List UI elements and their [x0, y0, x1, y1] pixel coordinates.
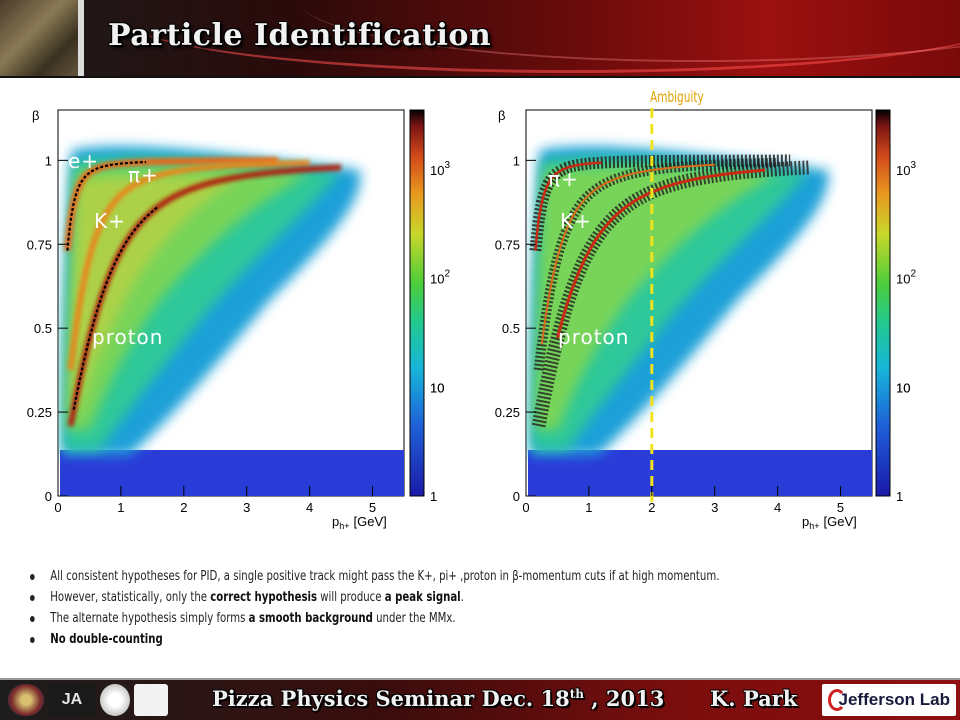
- bullet-item: However, statistically, only the correct…: [30, 587, 740, 608]
- y-axis-title: β: [32, 108, 39, 123]
- university-seal-logo: [100, 684, 130, 716]
- label-proton: proton: [92, 325, 163, 349]
- ambiguity-label: Ambiguity: [650, 88, 704, 106]
- ja-logo: JA: [48, 684, 96, 716]
- crest-logo: [134, 684, 168, 716]
- colorbar-tick-label: 102: [430, 269, 450, 287]
- label-positron: e+: [68, 149, 99, 173]
- page-title: Particle Identification: [108, 18, 492, 53]
- y-axis-ticks: 0 0.25 0.5 0.75 1: [495, 153, 536, 504]
- y-tick-label: 0.5: [502, 321, 520, 336]
- x-axis-ticks: 0 1 2 3 4 5: [54, 486, 376, 515]
- x-tick-label: 4: [774, 500, 781, 515]
- x-tick-label: 3: [243, 500, 250, 515]
- bullet-item: All consistent hypotheses for PID, a sin…: [30, 566, 740, 587]
- x-tick-label: 3: [711, 500, 718, 515]
- x-tick-label: 1: [585, 500, 592, 515]
- footer-divider: [0, 678, 960, 680]
- label-proton: proton: [558, 325, 629, 349]
- x-tick-label: 2: [180, 500, 187, 515]
- y-axis-title: β: [498, 108, 505, 123]
- label-kaon: K+: [94, 209, 126, 233]
- y-tick-label: 1: [45, 153, 52, 168]
- header-swoosh: [120, 0, 960, 73]
- bullet-item: The alternate hypothesis simply forms a …: [30, 608, 740, 629]
- header-divider: [0, 76, 960, 78]
- colorbar-tick-label: 10: [896, 380, 910, 395]
- x-tick-label: 0: [54, 500, 61, 515]
- footer-seminar-text: Pizza Physics Seminar Dec. 18th , 2013: [212, 686, 665, 711]
- colorbar-tick-label: 10: [430, 380, 444, 395]
- colorbar-tick-label: 10: [896, 380, 910, 395]
- jefferson-lab-logo: Jefferson Lab: [822, 684, 956, 716]
- x-tick-label: 2: [648, 500, 655, 515]
- header-banner: [0, 0, 960, 78]
- colorbar-tick-label: 10: [430, 380, 444, 395]
- colorbar-tick-label: 103: [430, 160, 450, 178]
- colorbar-tick-label: 1: [896, 489, 903, 504]
- x-tick-label: 4: [306, 500, 313, 515]
- y-tick-label: 0: [45, 489, 52, 504]
- heatmap: [60, 146, 404, 496]
- y-tick-label: 0.75: [27, 237, 52, 252]
- colorbar-tick-label: 1: [430, 489, 437, 504]
- colorbar-tick-label: 103: [896, 160, 916, 178]
- y-tick-label: 0.25: [495, 405, 520, 420]
- y-tick-label: 0: [513, 489, 520, 504]
- label-pion: π+: [128, 163, 159, 187]
- x-axis-title: ph+ [GeV]: [802, 514, 857, 530]
- y-tick-label: 1: [513, 153, 520, 168]
- y-tick-label: 0.75: [495, 237, 520, 252]
- institution-seal-logo: [8, 684, 44, 716]
- label-pion: π+: [548, 167, 579, 191]
- colorbar: [409, 109, 425, 497]
- header-swoosh-secondary: [300, 0, 960, 62]
- corner-photo: [0, 0, 84, 76]
- label-kaon: K+: [560, 209, 592, 233]
- bullet-item: No double-counting: [30, 629, 740, 650]
- x-axis-title: ph+ [GeV]: [332, 514, 387, 530]
- x-axis-ticks: 0 1 2 3 4 5: [522, 486, 844, 515]
- x-tick-label: 5: [369, 500, 376, 515]
- y-axis-ticks: 0 0.25 0.5 0.75 1: [27, 153, 68, 504]
- bullet-list: All consistent hypotheses for PID, a sin…: [30, 566, 940, 650]
- y-tick-label: 0.5: [34, 321, 52, 336]
- heatmap: [528, 146, 872, 496]
- x-tick-label: 0: [522, 500, 529, 515]
- colorbar: [875, 109, 891, 497]
- colorbar-tick-label: 102: [896, 269, 916, 287]
- x-tick-label: 5: [837, 500, 844, 515]
- y-tick-label: 0.25: [27, 405, 52, 420]
- x-tick-label: 1: [117, 500, 124, 515]
- footer-author: K. Park: [710, 686, 798, 711]
